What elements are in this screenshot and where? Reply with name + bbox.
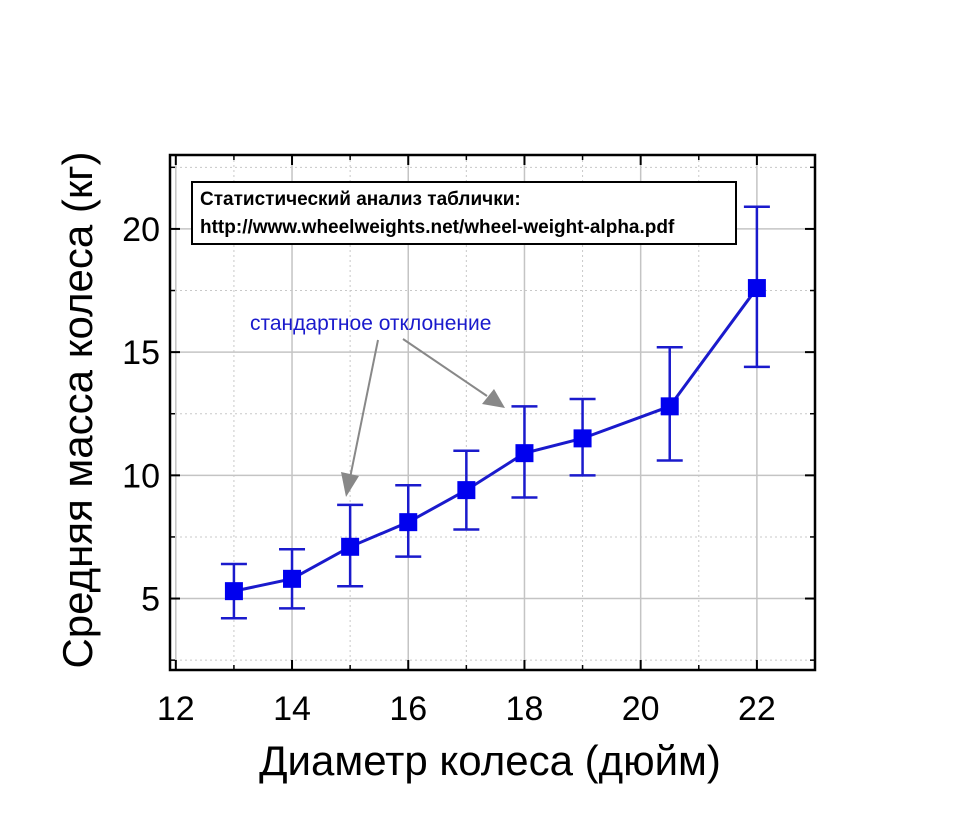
x-tick-label: 20 (622, 690, 660, 728)
data-point (660, 397, 679, 416)
y-tick-label: 15 (122, 334, 160, 372)
x-axis-title: Диаметр колеса (дюйм) (259, 737, 721, 784)
plot-frame (168, 153, 817, 672)
axis-ticks (170, 155, 815, 670)
data-point (457, 481, 476, 500)
y-tick-label: 20 (122, 211, 160, 249)
x-tick-label: 16 (389, 690, 427, 728)
x-tick-label: 12 (157, 690, 195, 728)
y-tick-label: 5 (141, 581, 160, 619)
series (220, 205, 770, 620)
tick-labels: 12 14 16 18 20 22 5 10 15 20 (122, 211, 776, 728)
source-note-line-2: http://www.wheelweights.net/wheel-weight… (200, 217, 675, 238)
y-tick-label: 10 (122, 457, 160, 495)
source-note-line-1: Статистический анализ таблички: (200, 189, 521, 210)
annotation-arrowhead-left (341, 472, 359, 497)
source-note: Статистический анализ таблички: http://w… (191, 181, 737, 245)
x-tick-label: 14 (273, 690, 311, 728)
x-tick-label: 22 (738, 690, 776, 728)
data-point (515, 444, 534, 463)
annotation-arrow-right (402, 338, 488, 397)
data-point (283, 569, 302, 588)
std-dev-annotation: стандартное отклонение (250, 312, 491, 335)
data-point (399, 513, 418, 532)
y-axis-title: Средняя масса колеса (кг) (54, 151, 101, 668)
data-point (573, 429, 592, 448)
annotation-arrowhead-right (482, 389, 505, 408)
x-tick-label: 18 (506, 690, 544, 728)
annotation-arrow-left (349, 339, 379, 479)
data-point (341, 537, 360, 556)
annotation-arrows (341, 338, 505, 497)
source-note-box (191, 181, 737, 245)
data-point (747, 279, 766, 298)
data-point (224, 582, 243, 601)
